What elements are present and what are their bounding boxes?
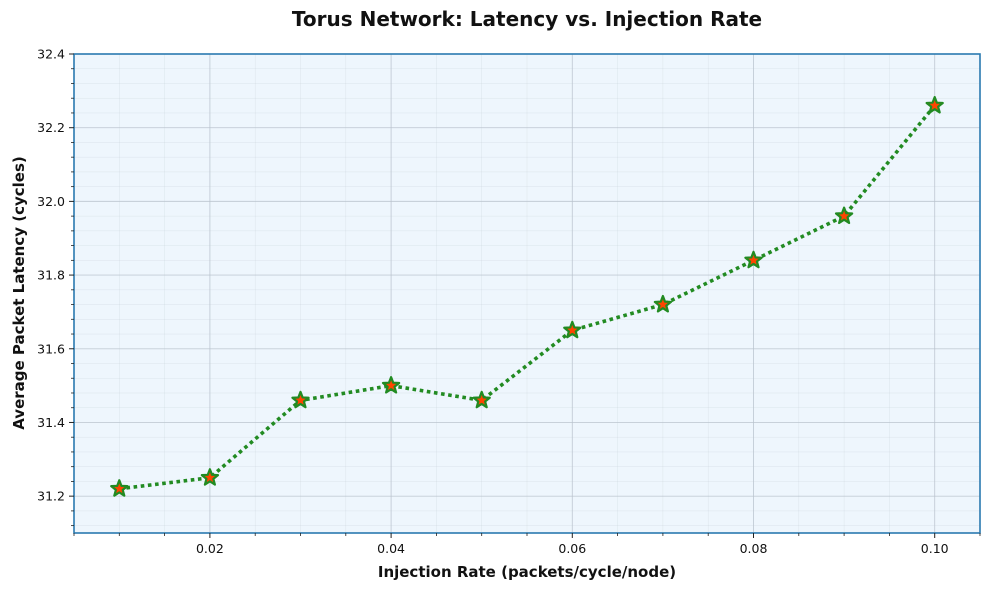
y-axis-label: Average Packet Latency (cycles) <box>10 156 28 430</box>
data-point-star <box>110 479 129 497</box>
x-tick-label: 0.10 <box>921 541 949 556</box>
x-tick-label: 0.06 <box>558 541 586 556</box>
data-point-star <box>653 294 673 313</box>
x-axis-label: Injection Rate (packets/cycle/node) <box>378 563 676 581</box>
data-point-star <box>472 390 491 409</box>
data-point-star <box>563 320 582 339</box>
data-point-star <box>291 390 310 409</box>
y-axis-ticks: 31.2 31.4 31.6 31.8 32.0 32.2 32.4 <box>37 47 74 527</box>
y-tick-label: 31.8 <box>37 268 65 283</box>
x-tick-label: 0.04 <box>377 541 405 556</box>
y-tick-label: 32.4 <box>37 47 65 62</box>
series-layer <box>110 95 944 497</box>
x-tick-label: 0.02 <box>196 541 224 556</box>
data-point-star <box>744 250 763 269</box>
minor-grid <box>73 54 981 533</box>
data-point-star <box>834 206 854 225</box>
y-tick-label: 32.0 <box>37 194 65 209</box>
data-point-star <box>381 376 401 394</box>
chart-title: Torus Network: Latency vs. Injection Rat… <box>292 7 762 31</box>
y-tick-label: 31.2 <box>37 489 65 504</box>
y-tick-label: 31.6 <box>37 341 65 356</box>
x-tick-label: 0.08 <box>740 541 768 556</box>
y-tick-label: 31.4 <box>37 415 65 430</box>
x-axis-ticks: 0.02 0.04 0.06 0.08 0.10 <box>73 533 981 556</box>
y-tick-label: 32.2 <box>37 120 65 135</box>
data-point-star <box>925 95 944 114</box>
data-point-star <box>200 468 220 486</box>
plot-area <box>74 54 980 533</box>
